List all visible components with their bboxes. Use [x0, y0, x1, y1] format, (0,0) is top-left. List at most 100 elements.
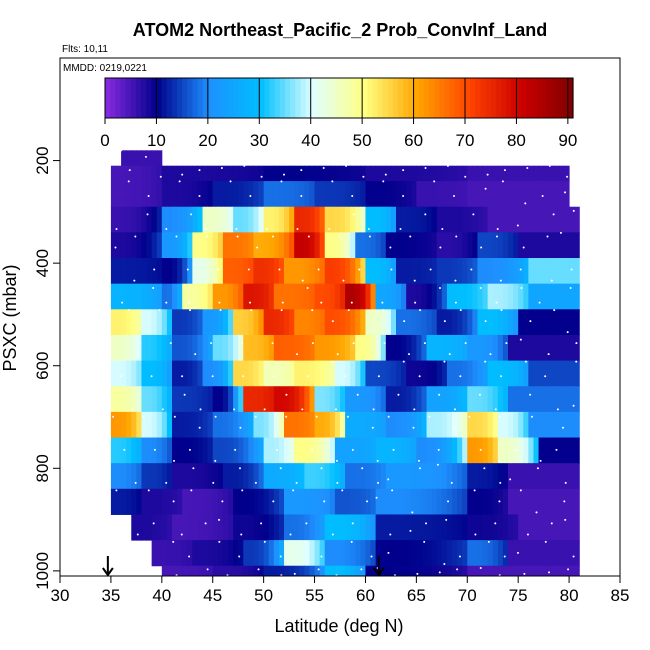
colorbar-segment	[197, 78, 204, 118]
heatmap-cell	[431, 232, 438, 259]
heatmap-cell	[268, 232, 275, 259]
heatmap-cell	[533, 334, 540, 362]
heatmap-cell	[131, 360, 137, 387]
heatmap-cell	[487, 437, 494, 464]
heatmap-cell	[329, 232, 336, 259]
heatmap-cell	[172, 258, 178, 285]
heatmap-cell	[523, 206, 529, 233]
heatmap-cell	[553, 232, 560, 259]
heatmap-cell	[329, 283, 336, 310]
heatmap-cell	[110, 437, 117, 464]
heatmap-cell	[126, 488, 132, 515]
heatmap-cell	[548, 488, 555, 515]
heatmap-cell	[457, 463, 463, 490]
heatmap-cell	[452, 309, 458, 336]
heatmap-cell	[421, 165, 428, 182]
track-dot	[564, 518, 567, 521]
heatmap-cell	[370, 565, 377, 577]
heatmap-cell	[268, 437, 275, 464]
heatmap-cell	[502, 206, 509, 233]
heatmap-cell	[513, 181, 519, 208]
heatmap-cell	[482, 283, 489, 310]
heatmap-cell	[528, 258, 534, 285]
heatmap-cell	[192, 232, 198, 259]
heatmap-cell	[431, 386, 438, 413]
heatmap-cell	[304, 386, 310, 413]
track-dot	[514, 448, 517, 451]
heatmap-cell	[497, 360, 504, 387]
heatmap-cell	[401, 258, 407, 285]
heatmap-cell	[375, 334, 382, 362]
heatmap-cell	[380, 258, 387, 285]
colorbar: 0 10 20 30 40 50 60 70 80 90	[100, 77, 577, 150]
heatmap-cell	[329, 309, 336, 336]
heatmap-cell	[365, 258, 372, 285]
colorbar-segment	[490, 78, 497, 118]
heatmap-cell	[487, 540, 494, 567]
heatmap-cell	[156, 540, 163, 567]
heatmap-cell	[151, 488, 158, 515]
colorbar-segment	[321, 78, 327, 118]
heatmap-cell	[304, 488, 310, 515]
heatmap-cell	[238, 565, 244, 577]
heatmap-cell	[523, 386, 529, 413]
heatmap-cell	[543, 232, 550, 259]
heatmap-cell	[396, 283, 402, 310]
heatmap-cell	[258, 488, 265, 515]
flight-track-dots	[112, 149, 578, 577]
track-dot	[445, 518, 448, 521]
heatmap-cell	[350, 165, 356, 182]
heatmap-cell	[396, 437, 402, 464]
heatmap-cell	[411, 386, 417, 413]
heatmap-cell	[523, 334, 529, 362]
heatmap-cell	[457, 488, 463, 515]
heatmap-cell	[329, 181, 336, 208]
heatmap-cell	[207, 540, 214, 567]
heatmap-cell	[156, 150, 163, 167]
heatmap-cell	[411, 463, 417, 490]
heatmap-cell	[467, 309, 473, 336]
heatmap-cell	[365, 165, 372, 182]
heatmap-cell	[497, 232, 504, 259]
heatmap-cell	[558, 540, 565, 567]
heatmap-cell	[462, 283, 468, 310]
heatmap-cell	[121, 150, 127, 167]
track-dot	[520, 287, 523, 290]
heatmap-cell	[243, 206, 249, 233]
heatmap-cell	[482, 360, 489, 387]
heatmap-cell	[436, 258, 443, 285]
heatmap-cell	[243, 283, 249, 310]
track-dot	[494, 522, 497, 525]
heatmap-cell	[172, 232, 178, 259]
track-dot	[345, 164, 348, 167]
track-dot	[134, 481, 137, 484]
heatmap-cell	[126, 206, 132, 233]
heatmap-cell	[350, 514, 356, 541]
heatmap-cell	[294, 540, 300, 567]
heatmap-cell	[487, 463, 494, 490]
heatmap-cell	[248, 283, 254, 310]
heatmap-cell	[513, 334, 519, 362]
heatmap-cell	[304, 258, 310, 285]
heatmap-cell	[497, 514, 504, 541]
track-dot	[483, 467, 486, 470]
heatmap-cell	[156, 309, 163, 336]
heatmap-cell	[166, 437, 173, 464]
heatmap-cell	[482, 334, 489, 362]
heatmap-cell	[452, 206, 458, 233]
heatmap-cell	[172, 386, 178, 413]
heatmap-cell	[278, 540, 285, 567]
heatmap-cell	[365, 360, 372, 387]
heatmap-cell	[492, 181, 499, 208]
heatmap-cell	[533, 540, 540, 567]
colorbar-segment	[141, 78, 147, 118]
heatmap-cell	[411, 309, 417, 336]
colorbar-segment	[552, 78, 559, 118]
heatmap-cell	[222, 258, 229, 285]
heatmap-cell	[401, 514, 407, 541]
heatmap-cell	[421, 258, 428, 285]
heatmap-cell	[116, 258, 122, 285]
heatmap-cell	[263, 540, 270, 567]
colorbar-segment	[382, 78, 389, 118]
heatmap-cell	[217, 181, 224, 208]
